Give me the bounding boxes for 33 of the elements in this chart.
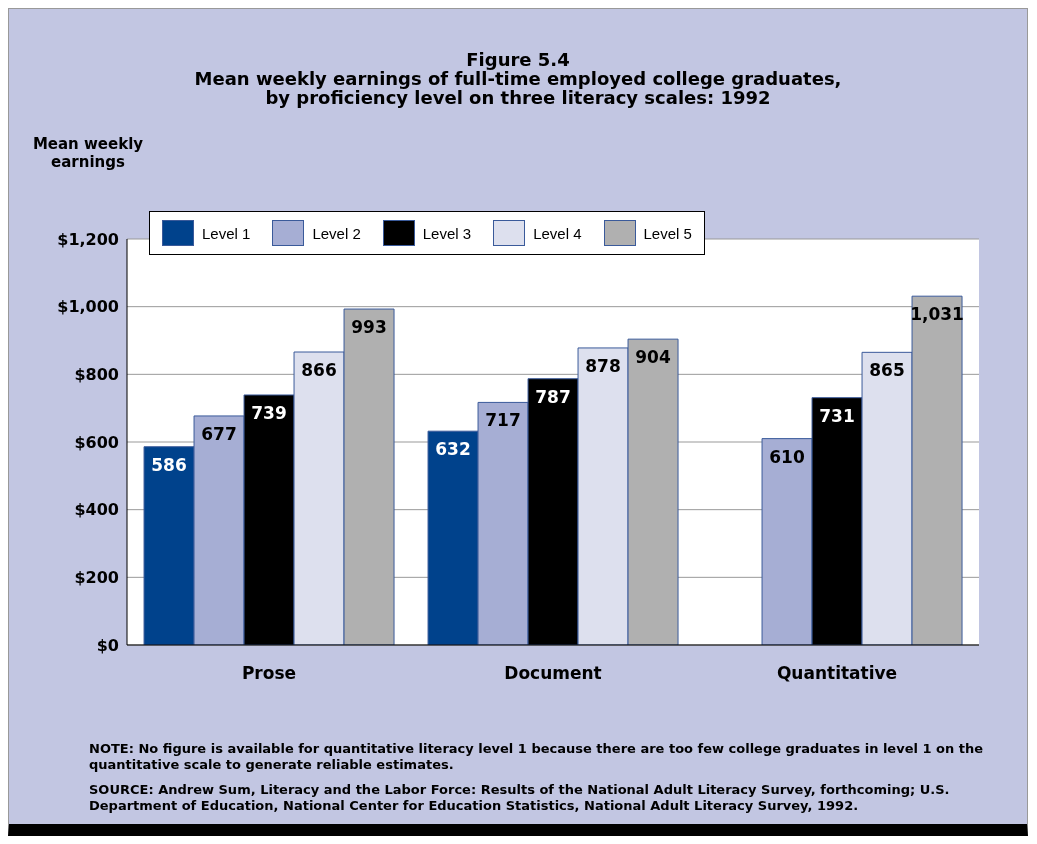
data-label: 731: [819, 405, 855, 426]
data-label: 993: [351, 317, 387, 338]
y-tick-label: $1,200: [57, 229, 119, 249]
legend-label: Level 3: [421, 223, 472, 244]
y-tick-label: $800: [74, 365, 119, 385]
data-label: 717: [485, 410, 521, 431]
x-tick-label: Quantitative: [776, 663, 898, 684]
data-label: 878: [585, 356, 621, 377]
legend-label: Level 4: [532, 223, 582, 244]
data-label: 904: [635, 347, 671, 368]
legend-label: Level 2: [311, 223, 361, 244]
chart-title: Figure 5.4: [465, 49, 571, 70]
data-label: 787: [535, 386, 571, 407]
y-tick-label: $600: [74, 432, 119, 452]
data-label: 677: [201, 424, 237, 445]
data-label: 586: [151, 454, 187, 475]
data-label: 1,031: [910, 304, 964, 325]
data-label: 610: [769, 446, 805, 467]
y-tick-label: $0: [96, 635, 119, 655]
data-label: 865: [869, 360, 905, 381]
source-note: SOURCE: Andrew Sum, Literacy and the Labor Force: Results of the National Adult Literacy Survey, forthcoming; U.S. Department of Education, National Center for Education Statistics, National Adult Literacy Survey, 1992.: [89, 782, 951, 814]
data-label: 739: [251, 403, 287, 424]
text: NOTE: No figure is available for quantitative literacy level 1 because there are too few college graduates in level 1 on the quantitative scale to generate reliable estimates.: [89, 741, 985, 773]
data-label: 866: [301, 360, 337, 381]
y-tick-label: $1,000: [57, 297, 119, 317]
legend-label: Level 1: [201, 223, 251, 244]
x-tick-label: Prose: [241, 663, 297, 684]
x-tick-label: Document: [504, 663, 602, 684]
y-tick-label: $200: [74, 568, 119, 588]
y-axis-title: Mean weekly earnings: [31, 135, 145, 171]
y-tick-label: $400: [74, 500, 119, 520]
legend-label: Level 5: [642, 223, 692, 244]
data-label: 632: [435, 439, 471, 460]
